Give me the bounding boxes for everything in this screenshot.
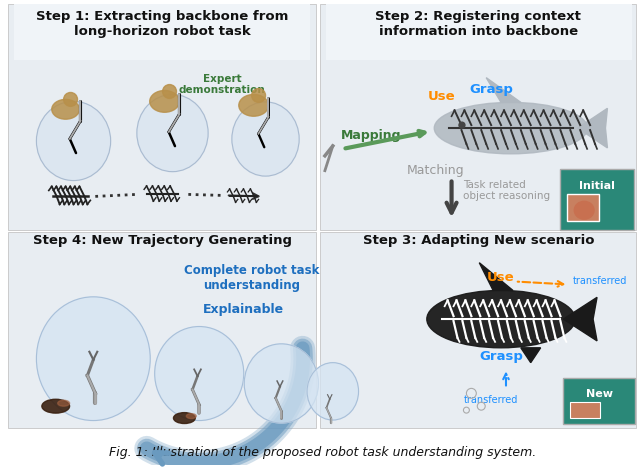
FancyBboxPatch shape [320,4,636,230]
Text: Matching: Matching [407,164,465,177]
Ellipse shape [232,102,299,176]
Text: Explainable: Explainable [203,303,284,316]
Text: Task related
object reasoning: Task related object reasoning [463,180,550,201]
Ellipse shape [435,102,588,154]
Ellipse shape [307,363,358,420]
Text: Step 4: New Trajectory Generating: Step 4: New Trajectory Generating [33,234,292,247]
Text: Grasp: Grasp [469,83,513,96]
Text: Step 3: Adapting New scenario: Step 3: Adapting New scenario [362,234,594,247]
Ellipse shape [173,413,195,424]
Ellipse shape [42,399,70,413]
FancyBboxPatch shape [567,194,599,221]
Polygon shape [578,108,607,148]
Ellipse shape [163,85,177,99]
Text: Step 2: Registering context
information into backbone: Step 2: Registering context information … [375,10,581,38]
FancyBboxPatch shape [326,4,632,60]
FancyBboxPatch shape [8,232,316,428]
FancyBboxPatch shape [570,402,600,418]
FancyBboxPatch shape [563,378,635,424]
Ellipse shape [186,414,196,418]
Ellipse shape [427,290,575,348]
Ellipse shape [244,344,319,423]
FancyBboxPatch shape [561,169,634,230]
Ellipse shape [36,101,111,181]
Ellipse shape [58,400,70,406]
Text: Use: Use [487,271,515,284]
Text: New: New [586,389,612,399]
Ellipse shape [36,297,150,421]
Text: Expert
demonstration: Expert demonstration [179,74,266,95]
Text: Use: Use [428,90,456,103]
Ellipse shape [63,92,77,106]
Ellipse shape [155,326,244,421]
Ellipse shape [459,122,465,128]
FancyBboxPatch shape [14,4,310,60]
Ellipse shape [574,201,594,219]
Text: Initial: Initial [579,182,615,191]
Text: Complete robot task
understanding: Complete robot task understanding [184,263,319,291]
Ellipse shape [150,91,179,112]
Polygon shape [486,78,521,102]
Text: transferred: transferred [464,395,518,405]
Text: Step 1: Extracting backbone from
long-horizon robot task: Step 1: Extracting backbone from long-ho… [36,10,289,38]
Text: transferred: transferred [572,276,627,285]
Ellipse shape [239,94,269,116]
Ellipse shape [137,94,208,172]
Polygon shape [563,297,597,341]
FancyBboxPatch shape [8,4,316,230]
Polygon shape [521,348,541,363]
Text: Fig. 1: Illustration of the proposed robot task understanding system.: Fig. 1: Illustration of the proposed rob… [109,446,536,459]
Ellipse shape [252,89,266,102]
Ellipse shape [52,99,79,119]
FancyBboxPatch shape [320,232,636,428]
Polygon shape [479,263,513,290]
Text: Grasp: Grasp [479,350,523,363]
Text: Mapping: Mapping [340,128,401,142]
